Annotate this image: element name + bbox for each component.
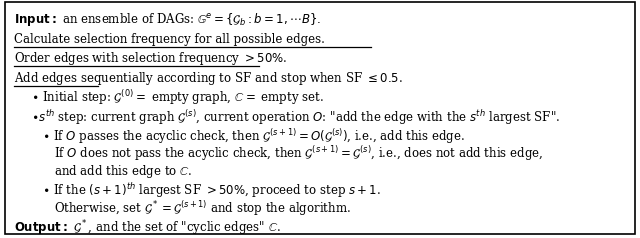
FancyBboxPatch shape — [5, 2, 635, 234]
Text: $\bullet$ If $O$ passes the acyclic check, then $\mathcal{G}^{(s+1)} = O(\mathca: $\bullet$ If $O$ passes the acyclic chec… — [42, 127, 465, 146]
Text: $\bullet$ Initial step: $\mathcal{G}^{(0)}=$ empty graph, $\mathbb{C} =$ empty s: $\bullet$ Initial step: $\mathcal{G}^{(0… — [31, 88, 324, 107]
Text: $\mathbf{Input:}$ an ensemble of DAGs: $\mathbb{G}^e = \{\mathcal{G}_b : b = 1, : $\mathbf{Input:}$ an ensemble of DAGs: $… — [14, 11, 321, 28]
Text: and add this edge to $\mathbb{C}$.: and add this edge to $\mathbb{C}$. — [54, 163, 193, 180]
Text: If $O$ does not pass the acyclic check, then $\mathcal{G}^{(s+1)} = \mathcal{G}^: If $O$ does not pass the acyclic check, … — [54, 144, 544, 164]
Text: Order edges with selection frequency $> 50\%$.: Order edges with selection frequency $> … — [14, 50, 287, 67]
Text: $\bullet s^{th}$ step: current graph $\mathcal{G}^{(s)}$, current operation $O$:: $\bullet s^{th}$ step: current graph $\m… — [31, 108, 560, 127]
Text: $\mathbf{Output:}$ $\mathcal{G}^*$, and the set of "cyclic edges" $\mathbb{C}$.: $\mathbf{Output:}$ $\mathcal{G}^*$, and … — [14, 218, 281, 238]
Text: $\bullet$ If the $(s+1)^{th}$ largest SF $> 50\%$, proceed to step $s + 1$.: $\bullet$ If the $(s+1)^{th}$ largest SF… — [42, 181, 381, 200]
Text: Calculate selection frequency for all possible edges.: Calculate selection frequency for all po… — [14, 33, 325, 45]
Text: Otherwise, set $\mathcal{G}^* = \mathcal{G}^{(s+1)}$ and stop the algorithm.: Otherwise, set $\mathcal{G}^* = \mathcal… — [54, 199, 351, 218]
Text: Add edges sequentially according to SF and stop when SF $\leq 0.5$.: Add edges sequentially according to SF a… — [14, 69, 403, 87]
